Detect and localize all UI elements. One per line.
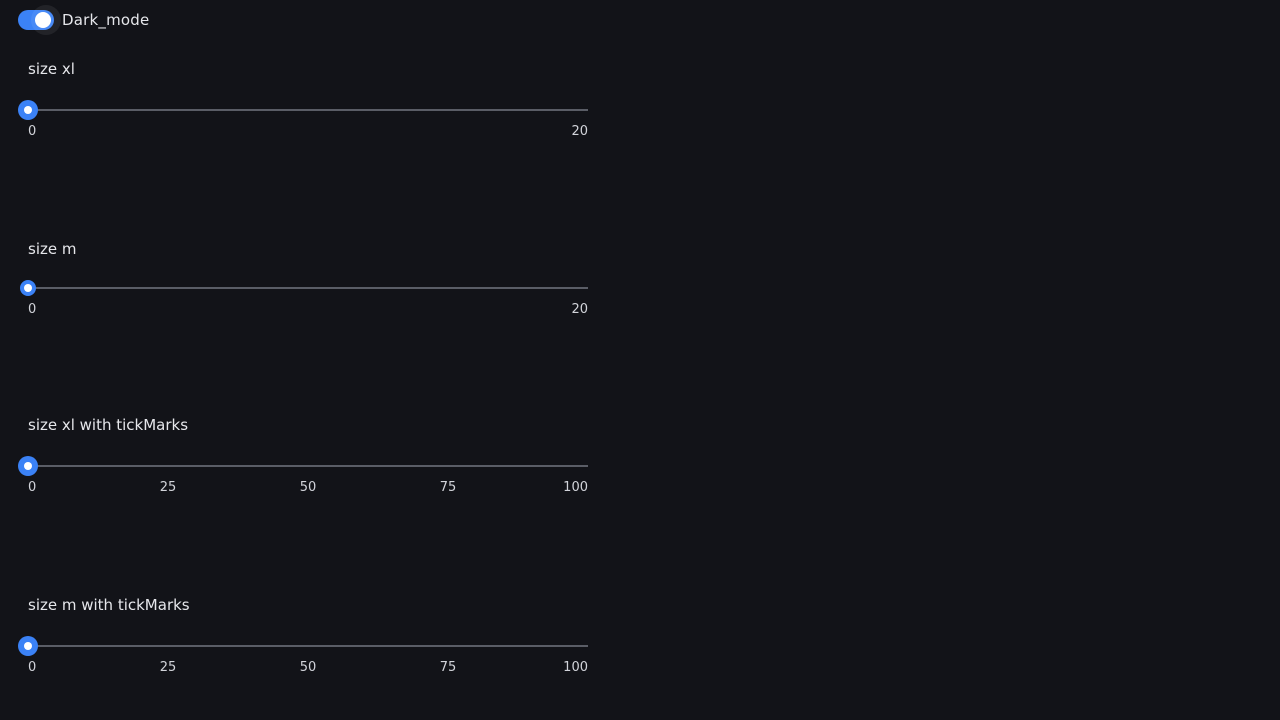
dark-mode-toggle[interactable] <box>18 5 61 35</box>
slider-size-xl: size xl 0 20 <box>18 60 598 145</box>
slider-track[interactable] <box>28 465 588 467</box>
tick-label: 75 <box>439 660 457 675</box>
tick-label: 25 <box>159 480 177 495</box>
tick-label: 0 <box>28 302 37 317</box>
slider-label: size m with tickMarks <box>28 596 190 614</box>
tick-label: 50 <box>299 480 317 495</box>
tick-label: 20 <box>571 302 588 317</box>
tick-label: 100 <box>563 480 588 495</box>
slider-label: size xl <box>28 60 75 78</box>
tick-label: 0 <box>28 660 37 675</box>
slider-track[interactable] <box>28 109 588 111</box>
tick-label: 0 <box>28 124 37 139</box>
tick-label: 75 <box>439 480 457 495</box>
slider-size-m: size m 0 20 <box>18 240 598 325</box>
slider-size-m-tickmarks: size m with tickMarks 0 25 50 75 100 <box>18 596 598 681</box>
slider-label: size xl with tickMarks <box>28 416 189 434</box>
tick-label: 25 <box>159 660 177 675</box>
slider-thumb[interactable] <box>18 636 38 656</box>
dark-mode-label: Dark_mode <box>62 11 150 29</box>
slider-track[interactable] <box>28 645 588 647</box>
dark-mode-toggle-row: Dark_mode <box>18 5 150 35</box>
tick-label: 50 <box>299 660 317 675</box>
slider-thumb[interactable] <box>20 280 36 296</box>
slider-thumb[interactable] <box>18 100 38 120</box>
tick-label: 20 <box>571 124 588 139</box>
slider-size-xl-tickmarks: size xl with tickMarks 0 25 50 75 100 <box>18 416 598 501</box>
toggle-knob <box>35 12 51 28</box>
slider-track[interactable] <box>28 287 588 289</box>
tick-label: 0 <box>28 480 37 495</box>
slider-thumb[interactable] <box>18 456 38 476</box>
slider-label: size m <box>28 240 77 258</box>
tick-label: 100 <box>563 660 588 675</box>
